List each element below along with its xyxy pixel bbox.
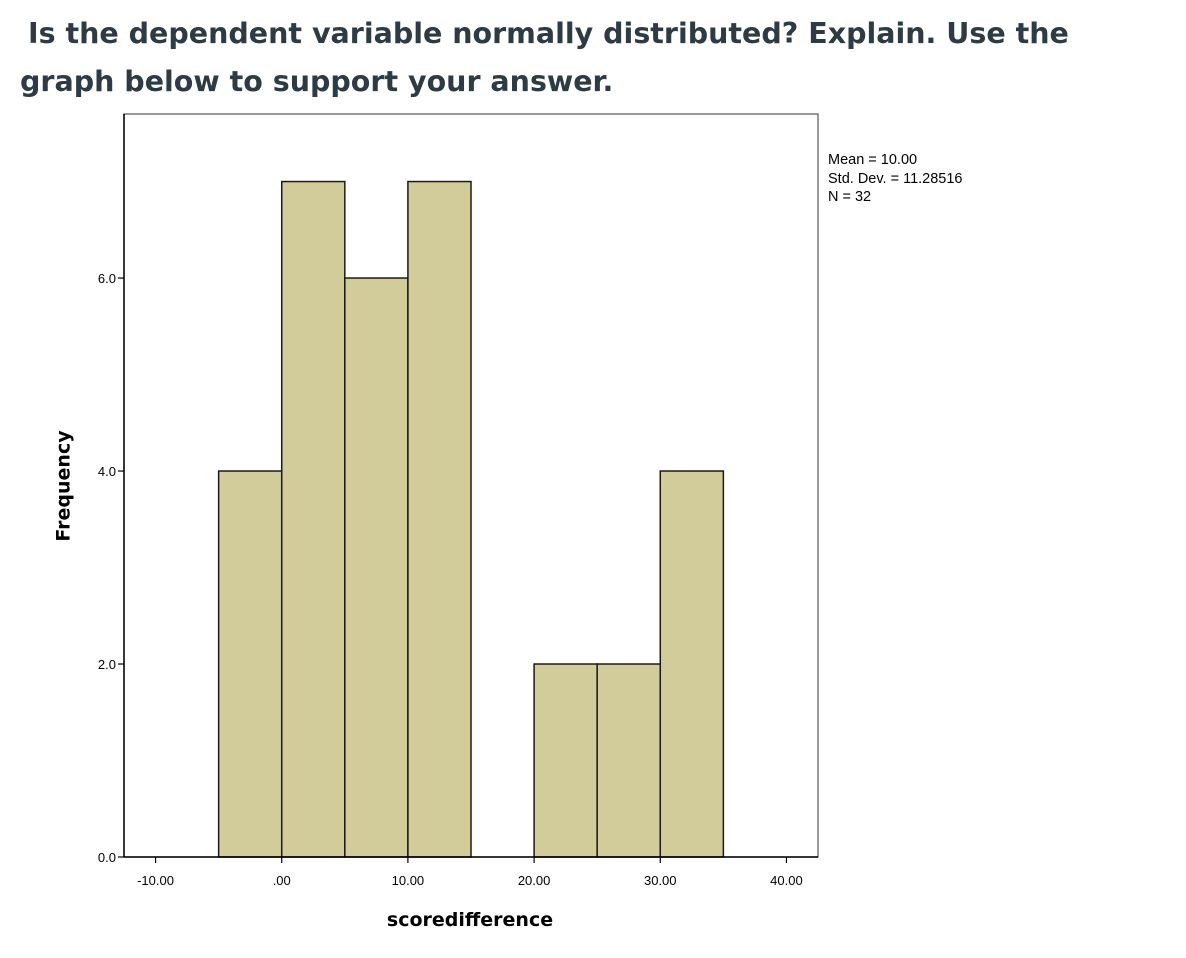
x-tick-label: 20.00 [518, 873, 551, 888]
histogram-bar-1 [280, 180, 346, 858]
x-axis-title: scoredifference [387, 909, 553, 931]
histogram-bar-2 [344, 277, 409, 858]
stats-legend: Mean = 10.00 Std. Dev. = 11.28516 N = 32 [828, 152, 963, 205]
y-tick-label: 4.0 [98, 464, 116, 479]
question-text: Is the dependent variable normally distr… [20, 17, 1069, 98]
x-tick-label: -10.00 [137, 873, 174, 888]
x-tick-label: 30.00 [644, 873, 677, 888]
histogram-bar-6 [596, 663, 662, 858]
histogram-bar-0 [217, 470, 283, 858]
stats-mean: Mean = 10.00 [828, 152, 917, 168]
histogram-bar-3 [407, 180, 472, 858]
stats-std-dev: Std. Dev. = 11.28516 [828, 171, 963, 187]
stats-n: N = 32 [828, 189, 871, 205]
y-tick-label: 2.0 [98, 657, 116, 672]
y-tick-label: 6.0 [98, 271, 116, 286]
y-tick-label: 0.0 [98, 850, 116, 865]
histogram-bar-5 [533, 663, 598, 858]
histogram-bar-7 [659, 470, 725, 858]
y-axis-title: Frequency [53, 430, 75, 542]
axes: -10.00 .00 10.00 20.00 30.00 40.00 0.0 2.0 4.0 6.… [98, 114, 818, 888]
x-tick-label: 10.00 [392, 873, 425, 888]
histogram-bars [217, 180, 725, 858]
x-tick-label: .00 [273, 873, 291, 888]
x-tick-label: 40.00 [770, 873, 803, 888]
